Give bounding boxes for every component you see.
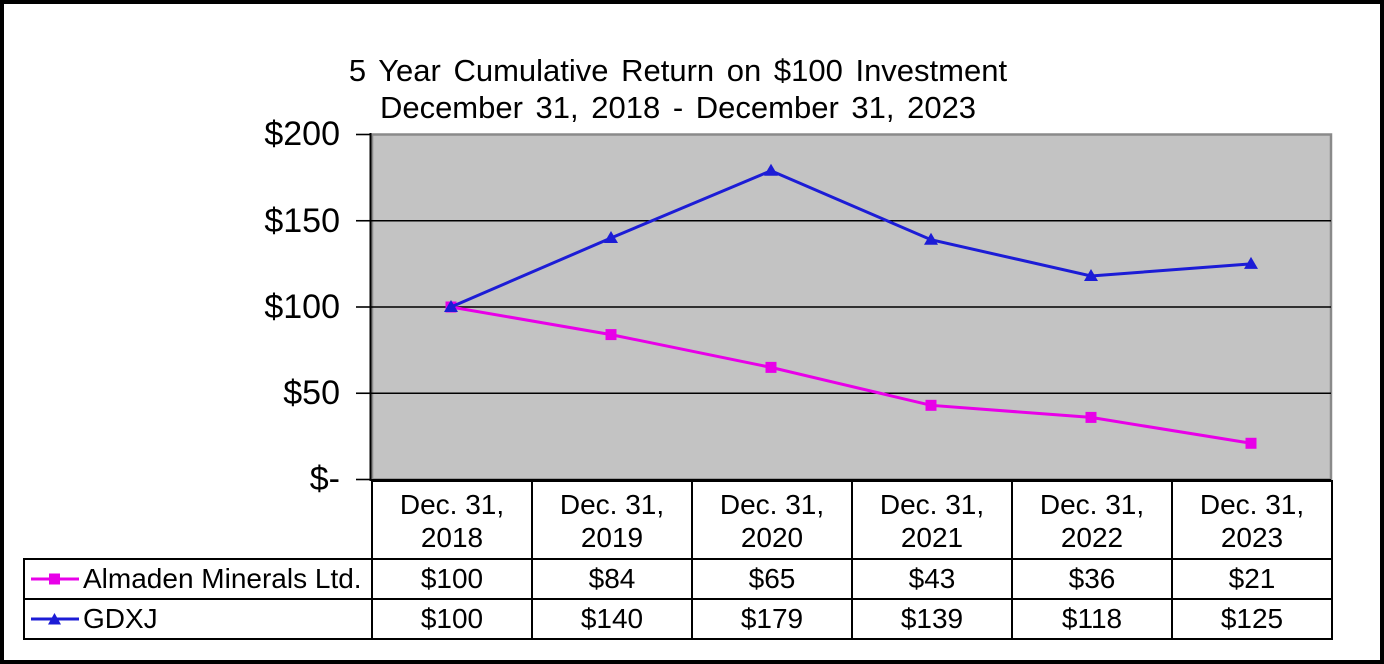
data-marker-square-almaden <box>925 399 937 411</box>
header-line1: Dec. 31, <box>879 488 985 520</box>
table-cell: $125 <box>1171 598 1333 640</box>
y-axis-label-200: $200 <box>264 115 340 153</box>
header-line1: Dec. 31, <box>559 488 665 520</box>
table-cell: $100 <box>371 598 533 640</box>
header-line1: Dec. 31, <box>719 488 825 520</box>
data-marker-square-almaden <box>605 329 617 341</box>
data-marker-triangle-gdxj <box>444 300 458 312</box>
table-header-cell: Dec. 31, 2023 <box>1171 480 1333 560</box>
table-cell: $21 <box>1171 558 1333 600</box>
table-cell: $36 <box>1011 558 1173 600</box>
table-header-cell: Dec. 31, 2019 <box>531 480 693 560</box>
header-line2: 2022 <box>1060 521 1124 553</box>
header-line2: 2018 <box>420 521 484 553</box>
table-header-cell: Dec. 31, 2020 <box>691 480 853 560</box>
data-marker-square-almaden <box>1085 411 1097 423</box>
y-axis-label-0: $- <box>309 460 340 498</box>
table-cell: $84 <box>531 558 693 600</box>
almaden-line-square-icon <box>31 573 79 585</box>
data-marker-triangle-gdxj <box>1084 268 1098 281</box>
table-cell: $100 <box>371 558 533 600</box>
table-cell: $65 <box>691 558 853 600</box>
chart-title-block: 5 Year Cumulative Return on $100 Investm… <box>23 52 1333 126</box>
y-axis-label-100: $100 <box>264 288 340 326</box>
table-header-cell: Dec. 31, 2022 <box>1011 480 1173 560</box>
header-line2: 2021 <box>900 521 964 553</box>
data-marker-square-almaden <box>765 361 777 373</box>
series-label-almaden: Almaden Minerals Ltd. <box>83 563 362 594</box>
header-line1: Dec. 31, <box>1039 488 1145 520</box>
data-marker-triangle-gdxj <box>604 231 618 243</box>
data-marker-triangle-gdxj <box>764 163 778 176</box>
table-cell: $140 <box>531 598 693 640</box>
legend-cell-almaden: Almaden Minerals Ltd. <box>23 558 373 600</box>
chart-title: 5 Year Cumulative Return on $100 Investm… <box>348 53 1008 88</box>
series-line-gdxj <box>450 169 1252 309</box>
table-header-cell: Dec. 31, 2021 <box>851 480 1013 560</box>
y-axis-label-50: $50 <box>283 374 340 412</box>
header-line1: Dec. 31, <box>1199 488 1305 520</box>
data-marker-triangle-gdxj <box>924 232 938 245</box>
table-cell: $43 <box>851 558 1013 600</box>
data-marker-triangle-gdxj <box>1244 256 1258 269</box>
y-axis-label-150: $150 <box>264 202 340 240</box>
table-header-cell: Dec. 31, 2018 <box>371 480 533 560</box>
table-cell: $179 <box>691 598 853 640</box>
table-cell: $139 <box>851 598 1013 640</box>
gdxj-line-triangle-icon <box>31 613 79 625</box>
header-line2: 2020 <box>740 521 804 553</box>
data-marker-square-almaden <box>1245 437 1257 449</box>
header-line1: Dec. 31, <box>399 488 505 520</box>
table-cell: $118 <box>1011 598 1173 640</box>
legend-cell-gdxj: GDXJ <box>23 598 373 640</box>
series-label-gdxj: GDXJ <box>83 603 158 634</box>
chart-subtitle: December 31, 2018 - December 31, 2023 <box>379 90 977 125</box>
series-line-almaden <box>450 305 1252 445</box>
header-line2: 2023 <box>1220 521 1284 553</box>
header-line2: 2019 <box>580 521 644 553</box>
